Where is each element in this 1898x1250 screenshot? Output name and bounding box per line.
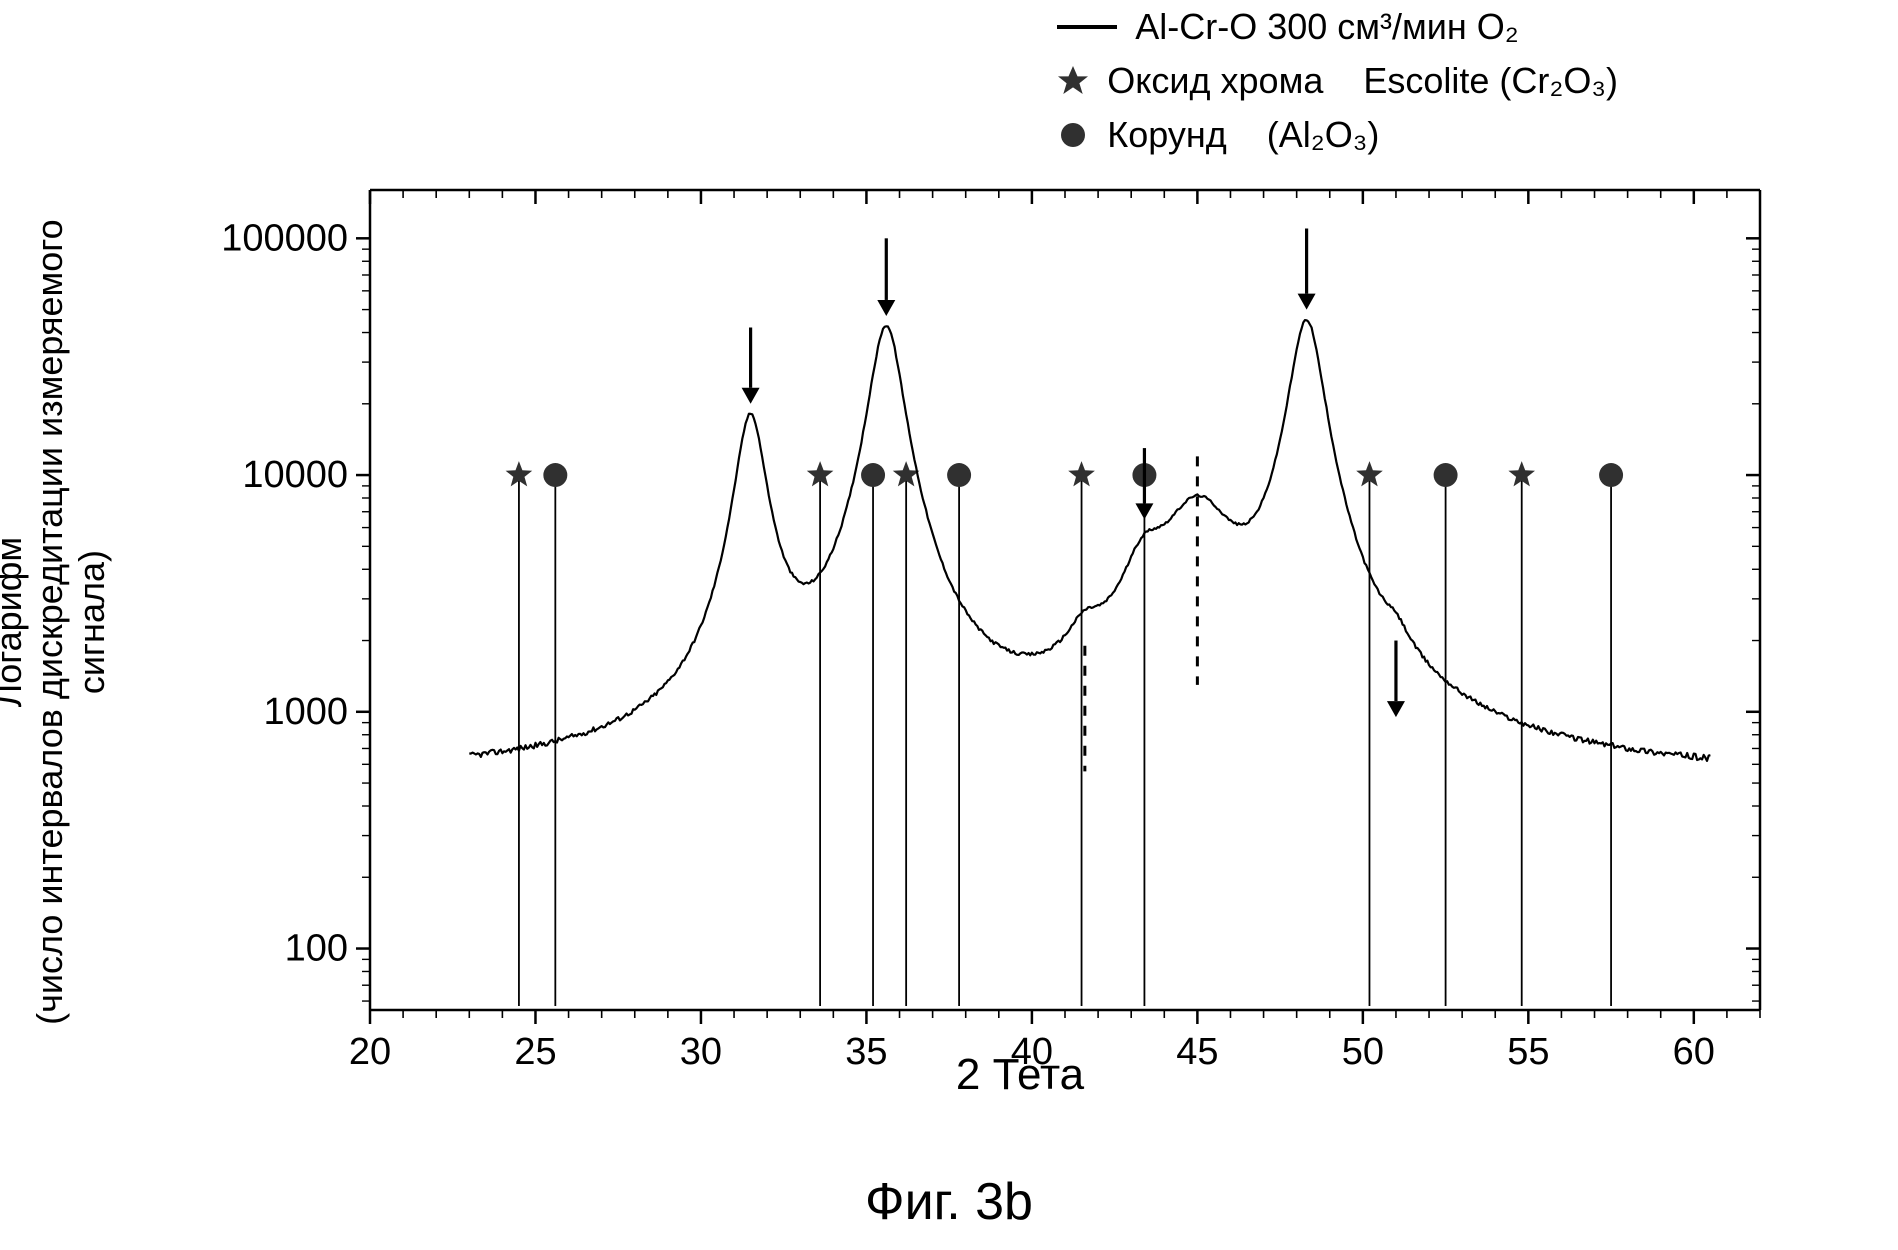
- xrd-series: [469, 320, 1710, 761]
- y-axis-label-line1: Логарифм: [0, 537, 29, 708]
- chart-wrap: 202530354045505560100100010000100000 2 Т…: [170, 0, 1870, 1140]
- ref-circle-marker: [543, 463, 567, 487]
- y-tick-label: 1000: [263, 691, 348, 733]
- y-tick-label: 100: [285, 928, 348, 970]
- page: Логарифм (число интервалов дискредитации…: [0, 0, 1898, 1250]
- y-tick-label: 100000: [221, 217, 348, 259]
- ref-circle-marker: [861, 463, 885, 487]
- x-axis-label: 2 Тета: [170, 1050, 1870, 1100]
- peak-arrow-head: [877, 300, 895, 316]
- ref-circle-marker: [1434, 463, 1458, 487]
- ref-circle-marker: [1599, 463, 1623, 487]
- y-tick-label: 10000: [242, 454, 348, 496]
- chart-svg: 202530354045505560100100010000100000: [170, 0, 1870, 1140]
- peak-arrow-head: [1298, 294, 1316, 310]
- y-axis-label-block: Логарифм (число интервалов дискредитации…: [20, 120, 80, 1020]
- peak-arrow-head: [1135, 503, 1153, 519]
- y-axis-label: Логарифм (число интервалов дискредитации…: [0, 172, 112, 1072]
- figure-caption: Фиг. 3b: [0, 1172, 1898, 1232]
- y-axis-label-line2: (число интервалов дискредитации измеряем…: [29, 219, 111, 1025]
- peak-arrow-head: [1387, 701, 1405, 717]
- peak-arrow-head: [742, 388, 760, 404]
- ref-circle-marker: [947, 463, 971, 487]
